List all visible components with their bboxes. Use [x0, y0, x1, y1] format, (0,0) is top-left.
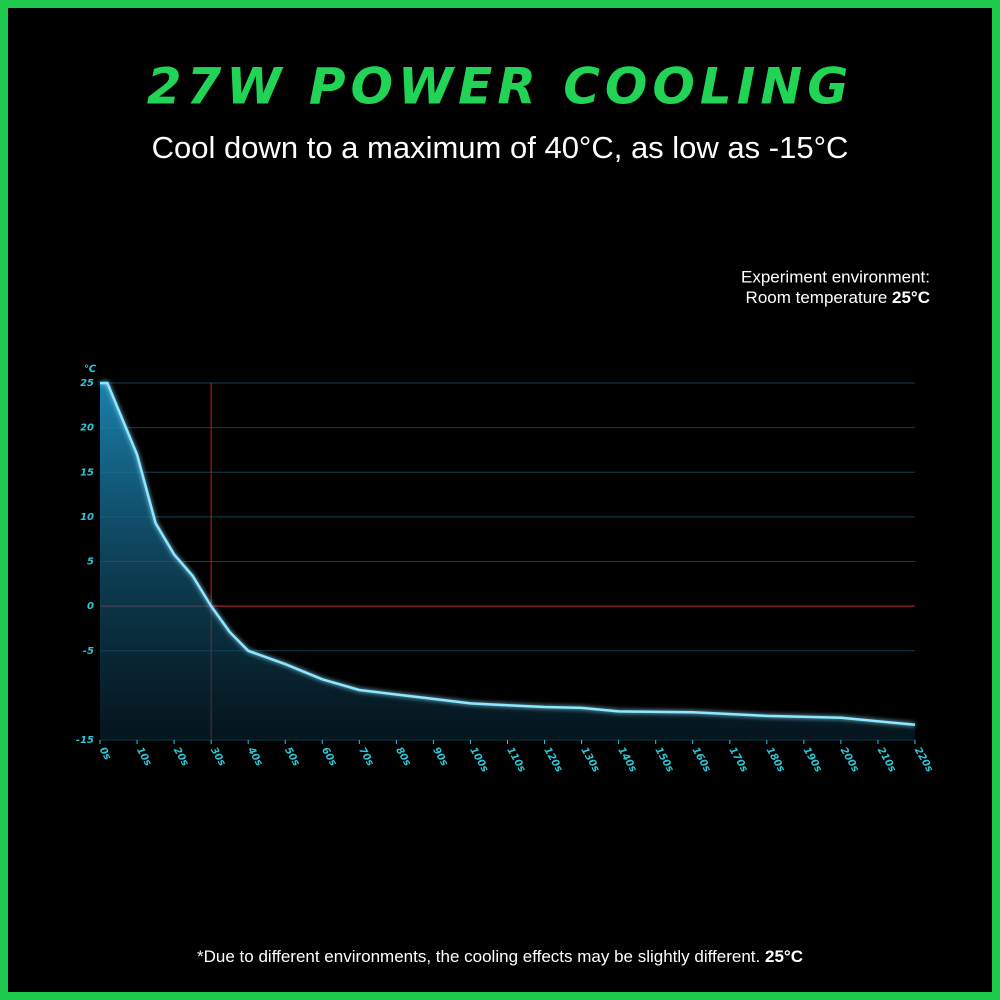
area — [100, 383, 915, 740]
y-tick-label: -5 — [83, 646, 94, 657]
footnote-value: 25°C — [765, 947, 803, 966]
y-tick-label: 10 — [80, 512, 94, 523]
line — [100, 381, 916, 727]
note-text: Room temperature — [746, 288, 888, 307]
note-line: Room temperature 25°C — [746, 288, 930, 307]
note-line: Experiment environment: — [741, 267, 930, 286]
y-tick-label: -15 — [76, 735, 94, 746]
subtitle: Cool down to a maximum of 40°C, as low a… — [152, 130, 849, 165]
footnote: *Due to different environments, the cool… — [197, 947, 803, 966]
y-unit: ℃ — [84, 364, 97, 375]
y-tick-label: 5 — [87, 557, 94, 568]
footnote-text: *Due to different environments, the cool… — [197, 947, 760, 966]
note-value: 25°C — [892, 288, 930, 307]
y-tick-label: 0 — [87, 601, 94, 612]
y-tick-label: 25 — [80, 378, 94, 389]
y-tick-label: 20 — [80, 423, 94, 434]
y-tick-label: 15 — [80, 467, 94, 478]
title: 27W POWER COOLING — [147, 58, 854, 116]
